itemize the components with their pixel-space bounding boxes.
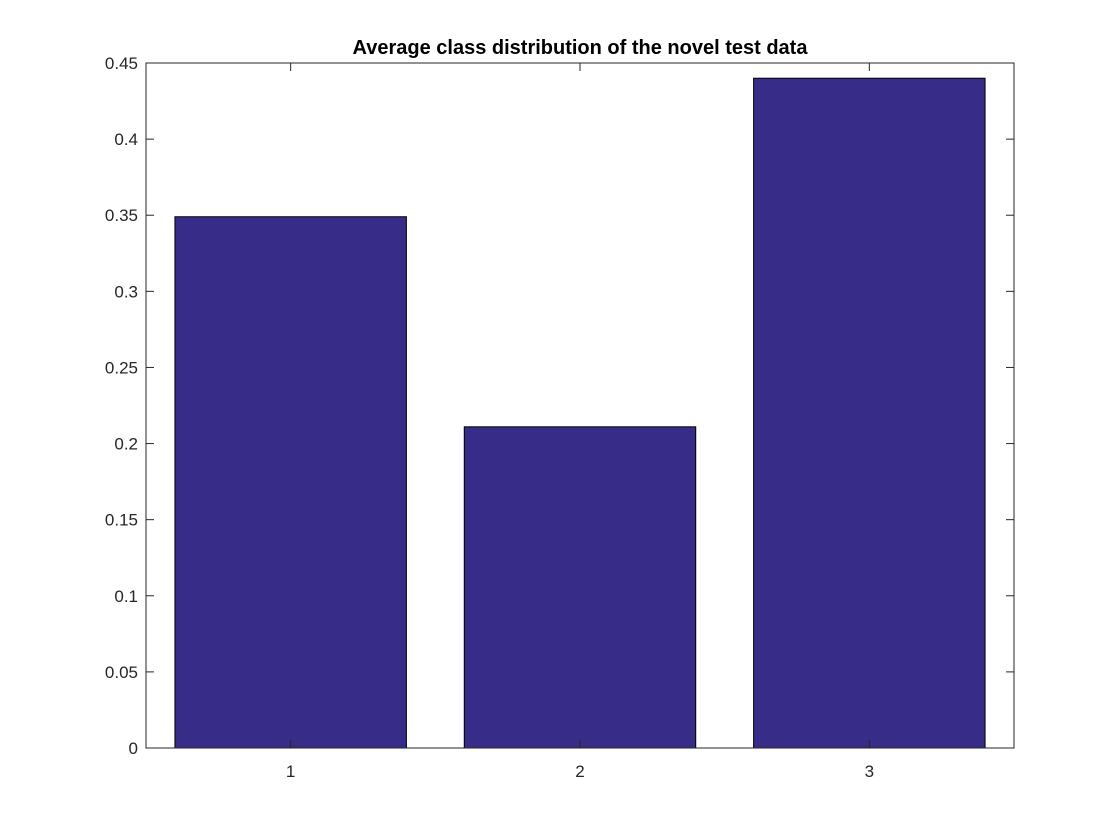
y-tick-label: 0.3 xyxy=(114,282,138,301)
x-tick-label: 3 xyxy=(865,762,874,781)
bar-1 xyxy=(174,216,407,749)
y-tick-label: 0.25 xyxy=(105,358,138,377)
bar-2 xyxy=(463,426,697,749)
bar-3 xyxy=(753,77,986,749)
y-tick-label: 0.1 xyxy=(114,587,138,606)
y-tick-label: 0.4 xyxy=(114,130,138,149)
chart-title: Average class distribution of the novel … xyxy=(353,37,809,59)
x-tick-label: 1 xyxy=(286,762,295,781)
x-tick-label: 2 xyxy=(575,762,584,781)
y-tick-label: 0 xyxy=(129,739,138,758)
y-tick-label: 0.45 xyxy=(105,54,138,73)
y-tick-label: 0.2 xyxy=(114,435,138,454)
y-tick-label: 0.15 xyxy=(105,511,138,530)
bars-group xyxy=(174,77,986,749)
axes-group: 0 0.05 0.1 0.15 0.2 0.25 0.3 0.35 0.4 0.45 1 2 3 xyxy=(105,54,1015,781)
y-tick-label: 0.05 xyxy=(105,663,138,682)
y-tick-label: 0.35 xyxy=(105,206,138,225)
